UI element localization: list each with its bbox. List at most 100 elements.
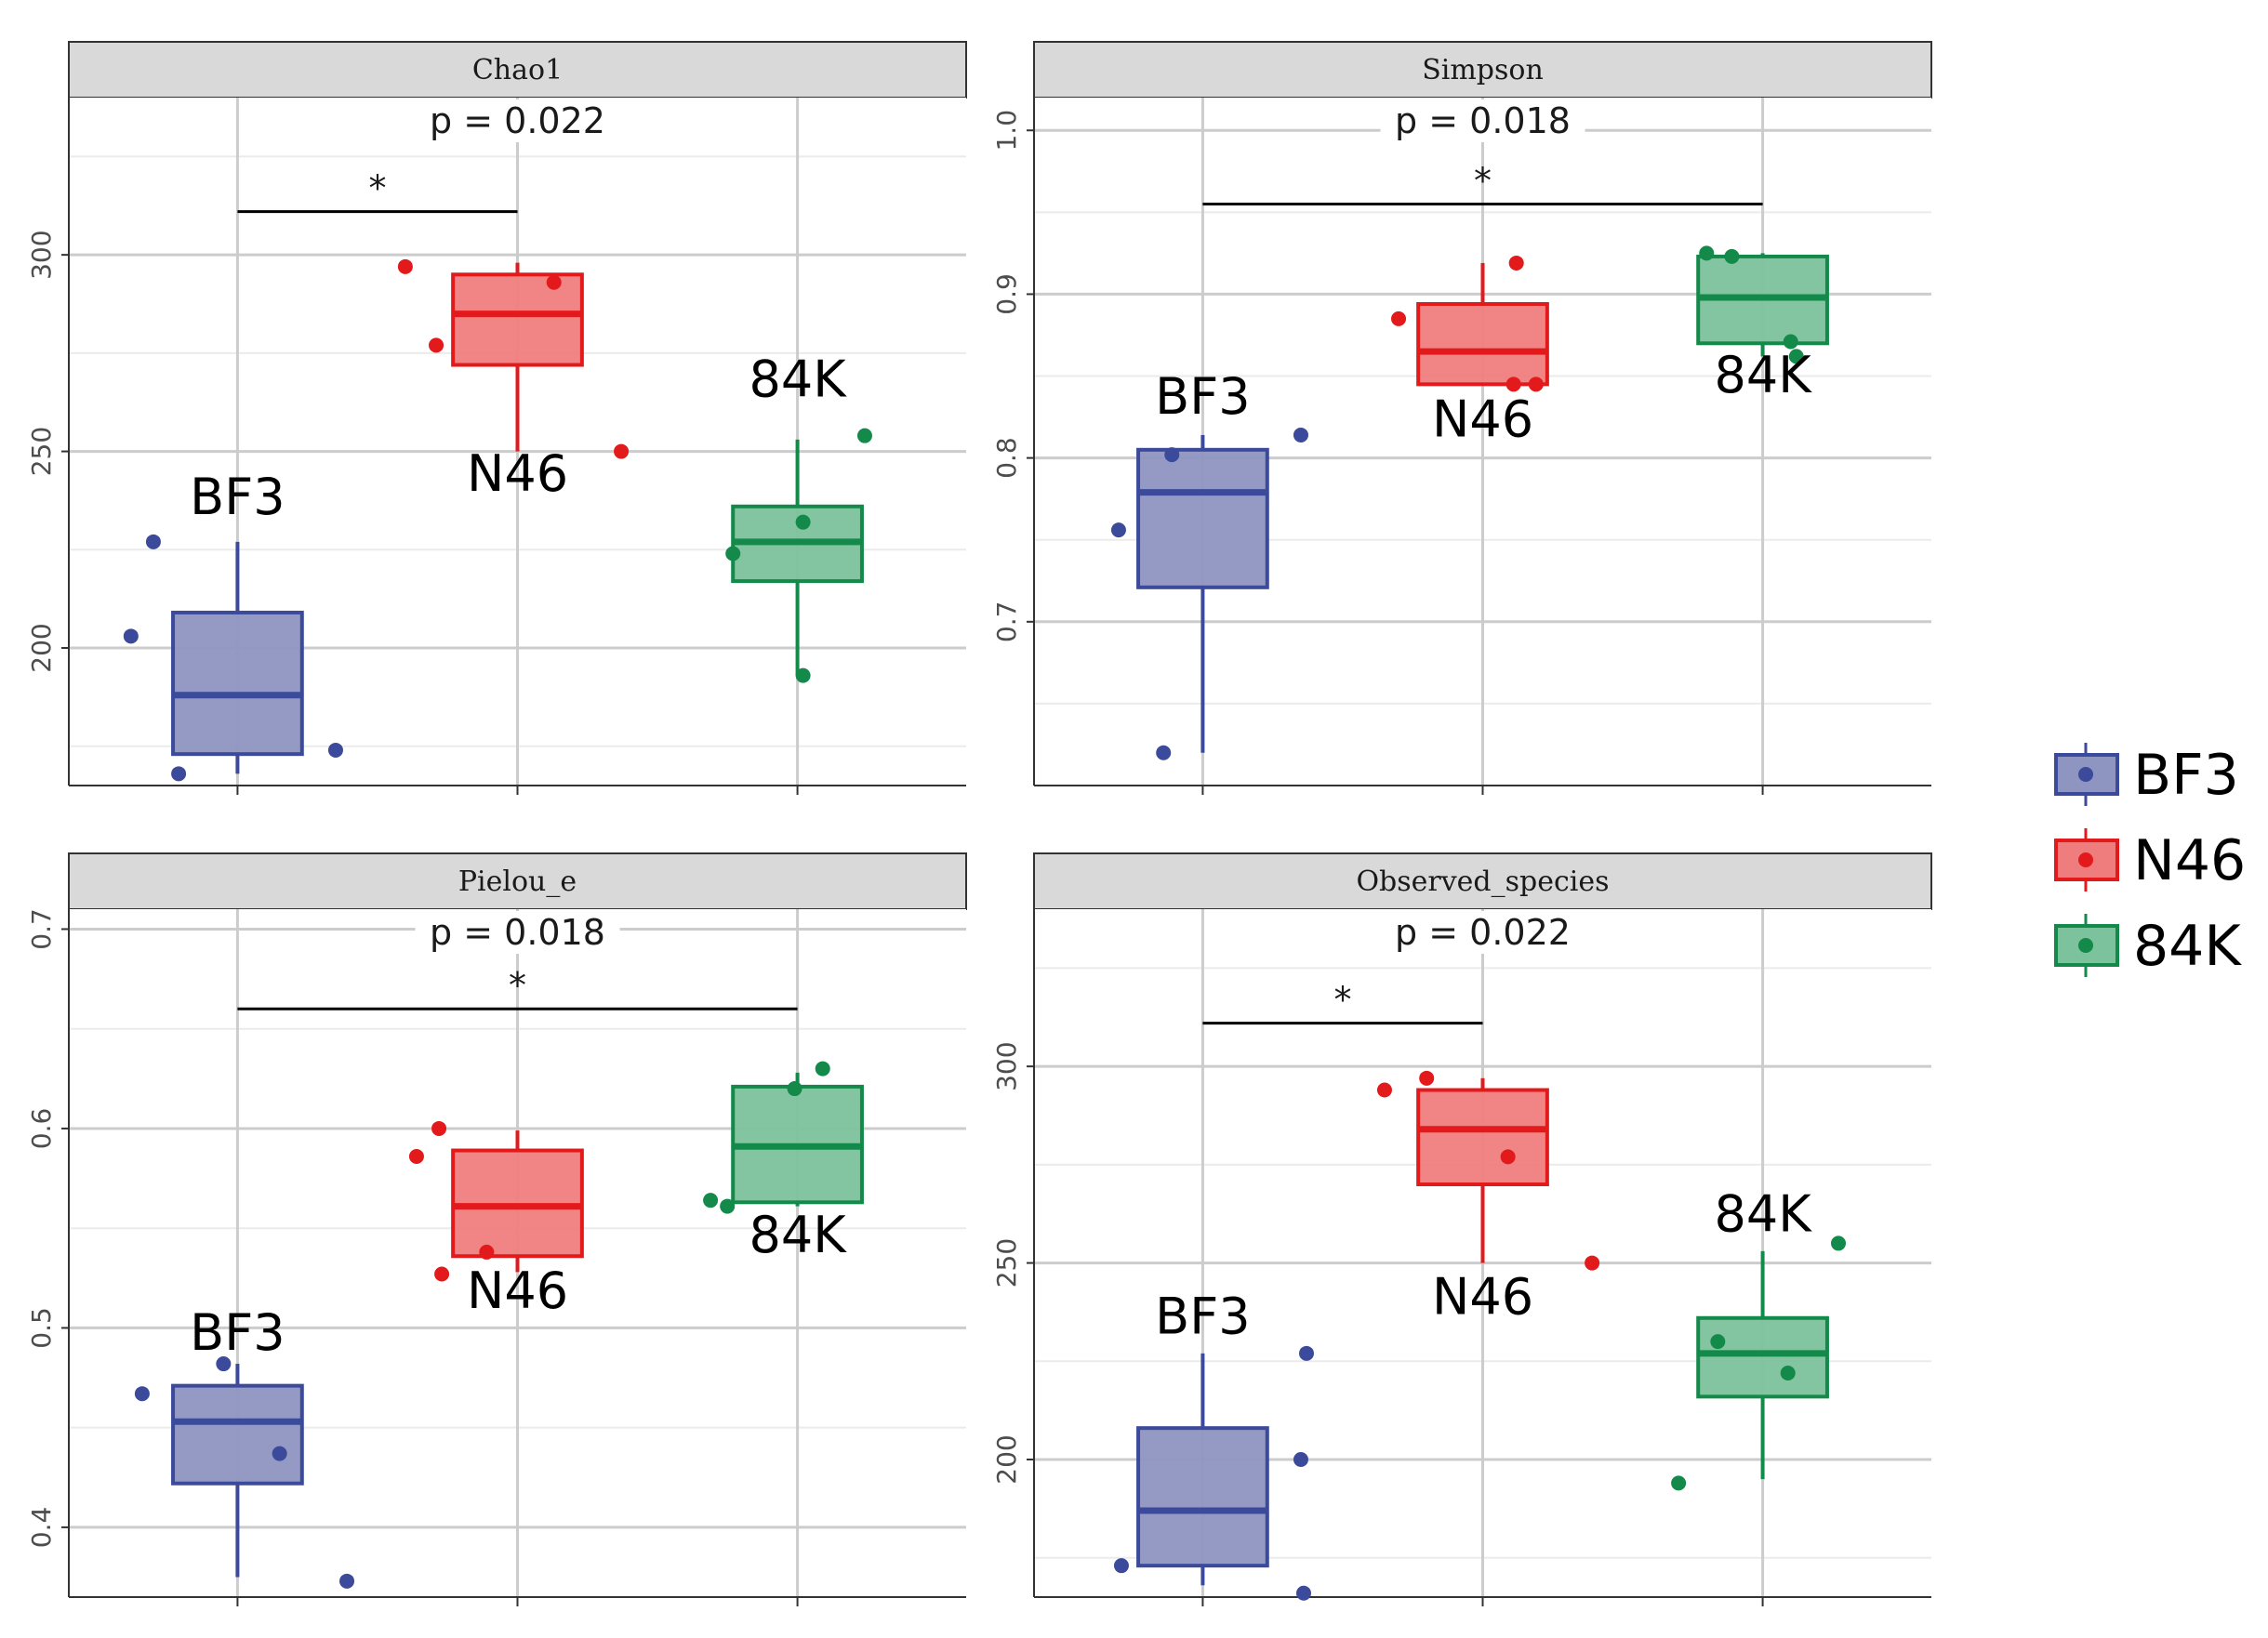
y-tick-label: 0.4 bbox=[26, 1507, 57, 1549]
data-point bbox=[1508, 255, 1524, 271]
data-point bbox=[703, 1193, 719, 1209]
legend-key-n46 bbox=[2054, 828, 2119, 892]
panel-pielou_e: Pielou_e 0.4 0.5 0.6 0.7 p = 0.018 * BF3 N46 84K bbox=[26, 852, 967, 1606]
data-point bbox=[787, 1081, 802, 1097]
box-bf3 bbox=[171, 1364, 304, 1578]
data-point bbox=[1298, 1345, 1314, 1361]
legend-key-point bbox=[2078, 938, 2093, 953]
data-point bbox=[272, 1446, 287, 1461]
box-iqr bbox=[1136, 447, 1269, 589]
panel-title: Pielou_e bbox=[458, 865, 577, 898]
legend-label-bf3: BF3 bbox=[2133, 743, 2239, 808]
data-point bbox=[216, 1356, 232, 1372]
data-point bbox=[1391, 310, 1407, 326]
y-tick-label: 0.9 bbox=[991, 273, 1022, 315]
panel-strip bbox=[68, 852, 967, 910]
data-point bbox=[429, 337, 444, 353]
legend: BF3 N46 84K bbox=[2054, 743, 2246, 979]
panel-simpson: Simpson 0.7 0.8 0.9 1.0 p = 0.018 * BF3 N46 84K bbox=[991, 41, 1932, 795]
data-point bbox=[145, 534, 161, 549]
group-label-n46: N46 bbox=[467, 444, 568, 503]
panel-chao1: Chao1 200 250 300 p = 0.022 * BF3 N46 84K bbox=[26, 41, 967, 795]
box-n46 bbox=[451, 1130, 584, 1273]
box-bf3 bbox=[1136, 1353, 1269, 1586]
group-label-84k: 84K bbox=[1715, 346, 1813, 404]
y-tick-label: 250 bbox=[991, 1238, 1022, 1288]
group-label-84k: 84K bbox=[749, 1206, 848, 1264]
data-point bbox=[1293, 1452, 1308, 1467]
group-label-bf3: BF3 bbox=[190, 468, 285, 526]
data-point bbox=[1156, 745, 1172, 760]
data-point bbox=[1295, 1585, 1311, 1601]
data-point bbox=[434, 1266, 450, 1282]
data-point bbox=[123, 628, 139, 644]
y-tick-label: 0.6 bbox=[26, 1108, 57, 1150]
box-84k bbox=[1696, 1250, 1829, 1480]
pvalue-label: p = 0.022 bbox=[430, 100, 605, 141]
box-iqr bbox=[1416, 302, 1549, 387]
box-iqr bbox=[171, 1383, 304, 1486]
data-point bbox=[1724, 248, 1740, 264]
y-tick-label: 250 bbox=[26, 427, 57, 476]
data-point bbox=[479, 1244, 495, 1260]
box-iqr bbox=[1136, 1426, 1269, 1568]
pvalue-background bbox=[415, 911, 620, 954]
data-point bbox=[725, 546, 741, 561]
group-label-bf3: BF3 bbox=[1155, 1288, 1250, 1346]
panel-title: Chao1 bbox=[472, 54, 563, 86]
data-point bbox=[614, 443, 630, 459]
box-iqr bbox=[1416, 1088, 1549, 1186]
data-point bbox=[1293, 427, 1308, 443]
legend-key-84k bbox=[2054, 914, 2119, 977]
data-point bbox=[1164, 447, 1180, 463]
data-point bbox=[1585, 1255, 1600, 1271]
box-n46 bbox=[1416, 262, 1549, 387]
y-tick-label: 1.0 bbox=[991, 110, 1022, 152]
panel-observed_species: Observed_species 200 250 300 p = 0.022 * BF3 N4… bbox=[991, 852, 1932, 1606]
significance-star: * bbox=[1333, 980, 1351, 1021]
pvalue-label: p = 0.018 bbox=[430, 912, 605, 953]
box-iqr bbox=[1696, 1315, 1829, 1399]
box-iqr bbox=[451, 272, 584, 367]
legend-key-bf3 bbox=[2054, 743, 2119, 806]
legend-key-point bbox=[2078, 852, 2093, 867]
data-point bbox=[1419, 1070, 1435, 1086]
legend-label-84k: 84K bbox=[2133, 914, 2242, 979]
box-84k bbox=[1696, 253, 1829, 357]
panel-strip bbox=[1033, 41, 1932, 99]
significance-star: * bbox=[368, 168, 386, 209]
box-84k bbox=[731, 439, 864, 676]
data-point bbox=[546, 274, 562, 290]
group-label-84k: 84K bbox=[749, 350, 848, 408]
y-tick-label: 0.7 bbox=[991, 601, 1022, 643]
data-point bbox=[339, 1573, 355, 1589]
group-label-n46: N46 bbox=[1432, 1268, 1533, 1327]
box-84k bbox=[731, 1072, 864, 1207]
box-bf3 bbox=[171, 541, 304, 774]
box-bf3 bbox=[1136, 434, 1269, 753]
data-point bbox=[1113, 1558, 1129, 1574]
data-point bbox=[431, 1120, 447, 1136]
data-point bbox=[134, 1386, 150, 1402]
data-point bbox=[1783, 334, 1798, 350]
group-label-bf3: BF3 bbox=[190, 1303, 285, 1362]
y-tick-label: 0.7 bbox=[26, 908, 57, 950]
data-point bbox=[1788, 349, 1804, 364]
panel-title: Simpson bbox=[1422, 54, 1544, 86]
group-label-n46: N46 bbox=[1432, 390, 1533, 449]
pvalue-background bbox=[415, 99, 620, 142]
data-point bbox=[408, 1148, 424, 1164]
group-label-n46: N46 bbox=[467, 1262, 568, 1320]
group-label-bf3: BF3 bbox=[1155, 367, 1250, 426]
data-point bbox=[1710, 1334, 1726, 1350]
data-point bbox=[1831, 1235, 1847, 1251]
box-n46 bbox=[451, 262, 584, 452]
data-point bbox=[1780, 1365, 1796, 1380]
data-point bbox=[1500, 1149, 1516, 1165]
pvalue-label: p = 0.022 bbox=[1395, 912, 1571, 953]
y-tick-label: 300 bbox=[991, 1041, 1022, 1090]
data-point bbox=[795, 514, 811, 530]
panel-strip bbox=[68, 41, 967, 99]
legend-label-n46: N46 bbox=[2133, 828, 2246, 893]
y-tick-label: 0.8 bbox=[991, 437, 1022, 479]
